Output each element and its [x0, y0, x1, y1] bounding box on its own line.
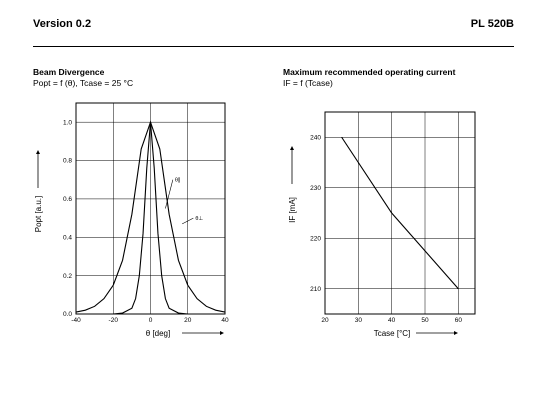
y-tick-label: 0.8 — [63, 158, 72, 165]
x-tick-label: 20 — [184, 317, 192, 324]
header-part-number: PL 520B — [470, 18, 514, 30]
x-tick-label: 40 — [221, 317, 229, 324]
x-axis-arrowhead — [454, 331, 458, 335]
series-line-2 — [75, 120, 226, 313]
x-tick-label: -20 — [109, 317, 119, 324]
x-tick-label: 30 — [355, 317, 363, 324]
x-tick-label: 50 — [421, 317, 429, 324]
chart1-beam-divergence: -40 -20 0 20 40 0.0 0.2 0.4 0.6 0.8 1.0 θ [deg] Popt… — [34, 102, 229, 338]
y-tick-label: 0.2 — [63, 273, 72, 280]
y-tick-label: 230 — [310, 185, 321, 192]
x-axis-arrowhead — [220, 331, 224, 335]
x-axis-label: θ [deg] — [146, 329, 170, 338]
y-tick-label: 220 — [310, 235, 321, 242]
series-label: θ∥ — [175, 177, 181, 184]
chart2-title: Maximum recommended operating current — [283, 67, 456, 77]
series-line-1 — [341, 136, 459, 290]
x-tick-label: 40 — [388, 317, 396, 324]
x-tick-label: 60 — [455, 317, 463, 324]
series-label: θ⊥ — [195, 215, 203, 222]
x-tick-label: 20 — [321, 317, 329, 324]
series-label-leader — [165, 179, 174, 209]
y-axis-label: IF [mA] — [288, 197, 297, 223]
y-tick-label: 240 — [310, 134, 321, 141]
chart2-subtitle: IF = f (Tcase) — [283, 78, 333, 88]
series-label-leader — [182, 217, 194, 225]
chart1-subtitle: Popt = f (θ), Tcase = 25 °C — [33, 78, 134, 88]
chart2-operating-current: 20 30 40 50 60 210 220 230 240 Tcase [°C] IF [mA] — [288, 111, 476, 338]
y-tick-label: 210 — [310, 286, 321, 293]
y-tick-label: 0.4 — [63, 234, 72, 241]
y-tick-label: 0.6 — [63, 196, 72, 203]
chart1-title: Beam Divergence — [33, 67, 105, 77]
y-axis-arrowhead — [290, 146, 294, 150]
x-tick-label: 0 — [149, 317, 153, 324]
y-tick-label: 0.0 — [63, 311, 72, 318]
y-tick-label: 1.0 — [63, 119, 72, 126]
x-axis-label: Tcase [°C] — [374, 329, 411, 338]
y-axis-label: Popt [a.u.] — [34, 196, 43, 232]
y-axis-arrowhead — [36, 150, 40, 154]
plot-frame — [324, 111, 476, 315]
x-tick-label: -40 — [71, 317, 81, 324]
header-divider — [33, 46, 514, 47]
header-version: Version 0.2 — [33, 18, 92, 30]
